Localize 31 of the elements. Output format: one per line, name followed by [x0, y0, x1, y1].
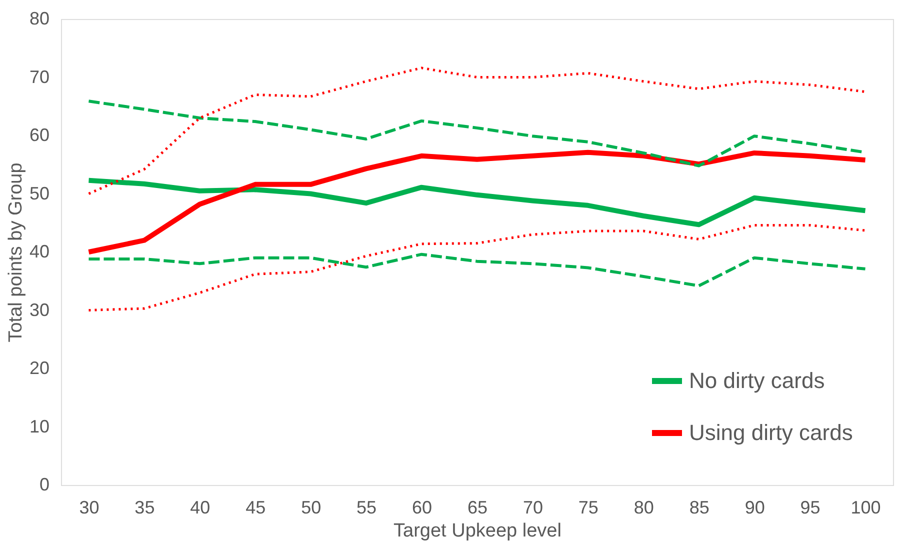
- y-tick-label: 50: [29, 183, 50, 204]
- y-tick-label: 80: [29, 8, 50, 28]
- x-tick-label: 65: [467, 498, 488, 518]
- y-tick-label: 0: [39, 474, 50, 494]
- y-tick-label: 30: [29, 300, 50, 320]
- x-tick-label: 55: [356, 498, 377, 518]
- legend-label: Using dirty cards: [689, 420, 853, 445]
- x-tick-label: 95: [800, 498, 820, 518]
- x-tick-label: 80: [634, 498, 654, 518]
- x-tick-label: 35: [134, 498, 155, 518]
- y-tick-label: 40: [29, 242, 50, 262]
- line-series: [87, 66, 867, 195]
- x-tick-label: 45: [246, 498, 266, 518]
- y-tick-label: 20: [29, 358, 50, 378]
- line-series: [87, 252, 867, 288]
- x-tick-label: 75: [578, 498, 598, 518]
- y-tick-label: 70: [29, 66, 50, 87]
- x-tick-label: 30: [79, 498, 100, 518]
- legend-label: No dirty cards: [689, 368, 825, 393]
- x-tick-label: 40: [190, 498, 210, 518]
- line-series: [87, 224, 867, 312]
- y-axis-title: Total points by Group: [5, 162, 26, 342]
- y-tick-label: 60: [29, 125, 50, 145]
- y-tick-label: 10: [29, 416, 50, 436]
- x-tick-label: 70: [522, 498, 543, 518]
- x-axis-title: Target Upkeep level: [394, 520, 562, 542]
- x-tick-label: 100: [850, 498, 881, 518]
- x-tick-label: 50: [301, 498, 322, 518]
- x-tick-label: 60: [412, 498, 432, 518]
- x-tick-label: 85: [689, 498, 710, 518]
- x-tick-label: 90: [744, 498, 765, 518]
